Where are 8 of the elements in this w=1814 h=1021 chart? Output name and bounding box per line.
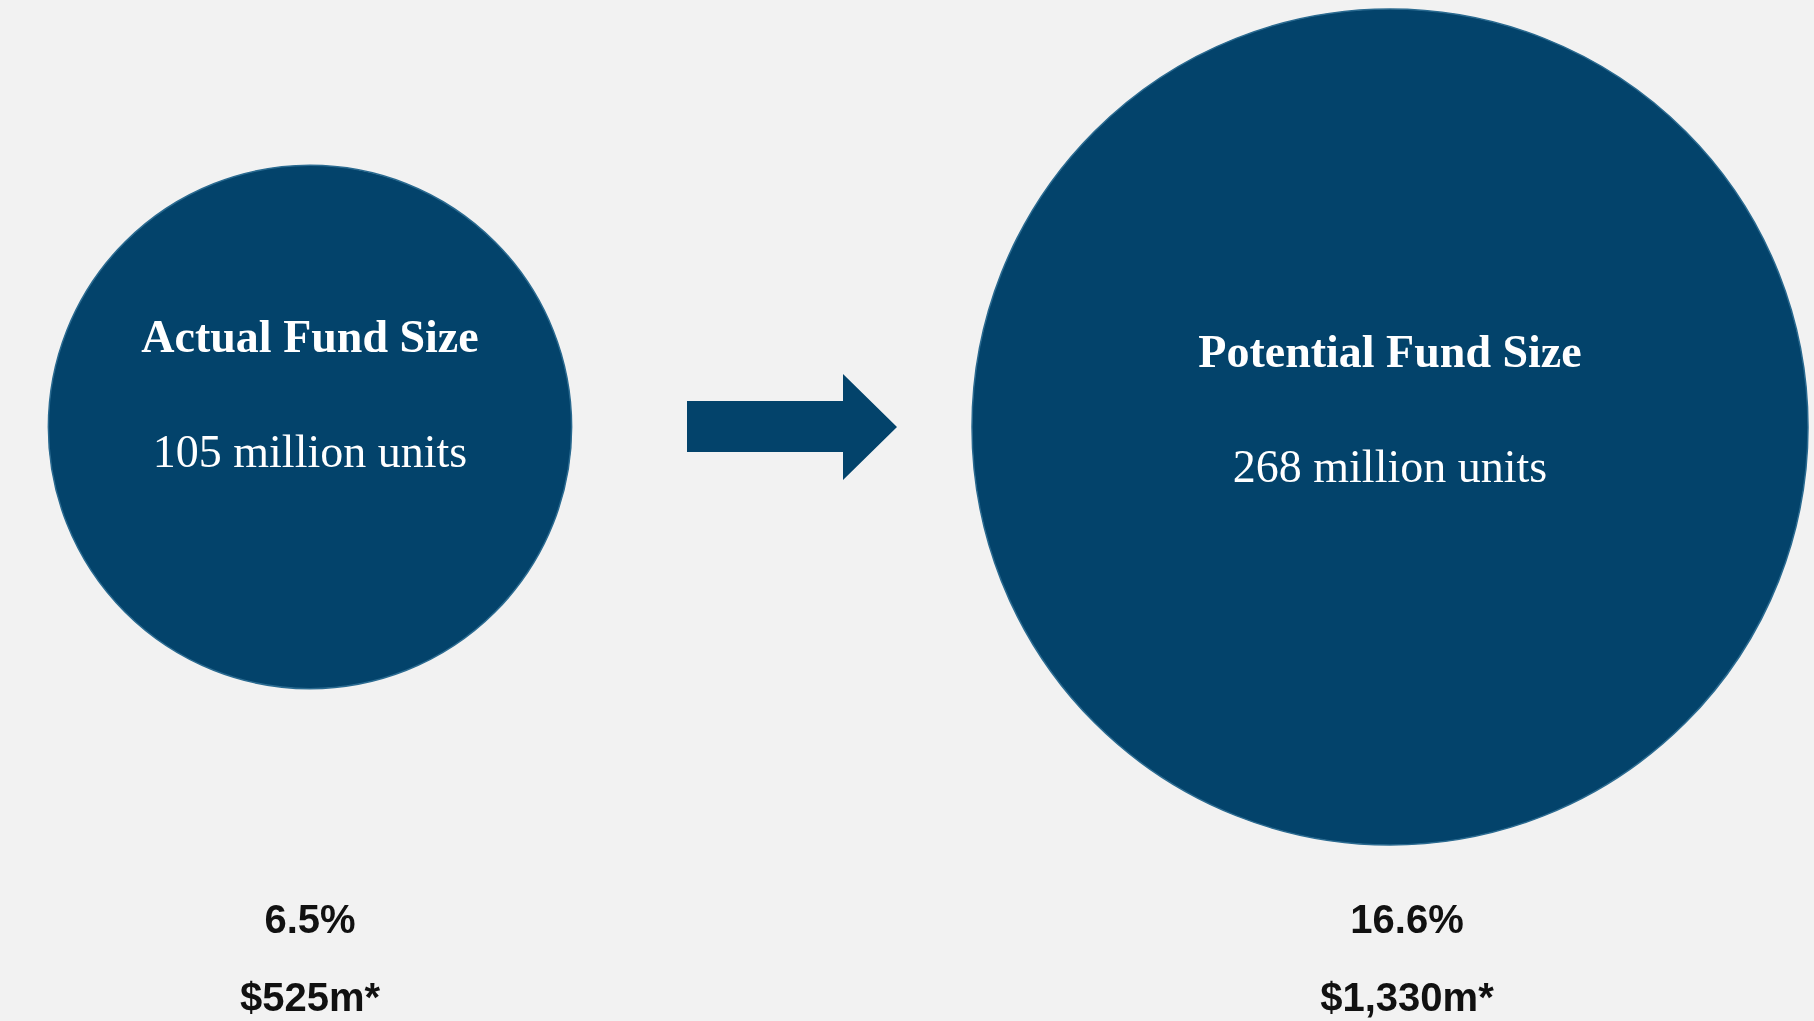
text: 6.5% bbox=[264, 897, 356, 941]
text: $1,330m* bbox=[1320, 975, 1495, 1019]
category-label: Actual Fund Size bbox=[141, 311, 479, 362]
data-label: 105 million units bbox=[152, 426, 468, 477]
text: 16.6% bbox=[1350, 897, 1464, 941]
text: $525m* bbox=[239, 975, 381, 1019]
data-label: 268 million units bbox=[1232, 441, 1548, 492]
category-label: Potential Fund Size bbox=[1198, 326, 1582, 377]
